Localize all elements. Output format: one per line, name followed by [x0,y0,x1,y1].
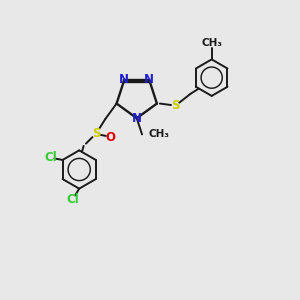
Text: Cl: Cl [66,193,79,206]
Text: N: N [132,112,142,125]
Text: N: N [144,73,154,86]
Text: CH₃: CH₃ [148,129,170,140]
Text: N: N [119,73,129,86]
Text: O: O [105,130,115,144]
Text: S: S [171,98,179,112]
Text: CH₃: CH₃ [201,38,222,48]
Text: Cl: Cl [44,151,57,164]
Text: S: S [92,127,100,140]
